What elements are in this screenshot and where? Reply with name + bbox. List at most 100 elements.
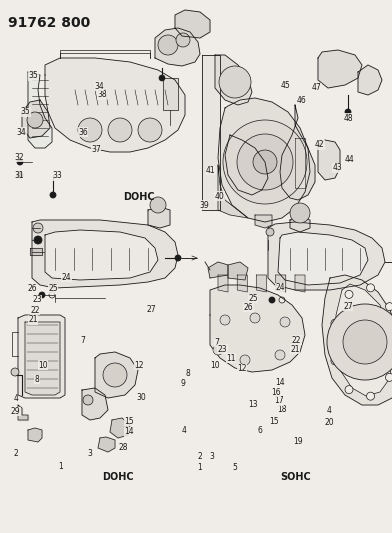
Text: 21: 21: [290, 345, 299, 353]
Text: 3: 3: [88, 449, 93, 457]
Polygon shape: [28, 72, 52, 148]
Text: 11: 11: [227, 354, 236, 362]
Text: 8: 8: [35, 375, 40, 384]
Circle shape: [331, 319, 339, 327]
Circle shape: [27, 112, 43, 128]
Circle shape: [150, 197, 166, 213]
Text: 3: 3: [209, 453, 214, 461]
Circle shape: [223, 120, 307, 204]
Circle shape: [49, 292, 55, 298]
Text: 18: 18: [278, 405, 287, 414]
Text: 32: 32: [14, 153, 24, 161]
Circle shape: [275, 350, 285, 360]
Text: 25: 25: [48, 285, 58, 293]
Text: DOHC: DOHC: [123, 192, 155, 202]
Text: 39: 39: [199, 201, 209, 209]
Text: 22: 22: [292, 336, 301, 344]
Text: 2: 2: [13, 449, 18, 457]
Text: 23: 23: [218, 345, 227, 353]
Text: 14: 14: [125, 427, 134, 436]
Polygon shape: [268, 222, 385, 290]
Text: 41: 41: [206, 166, 216, 175]
Polygon shape: [218, 98, 310, 222]
Text: 19: 19: [293, 437, 303, 446]
Circle shape: [11, 368, 19, 376]
Text: 21: 21: [29, 316, 38, 324]
Polygon shape: [295, 138, 305, 188]
Polygon shape: [215, 55, 252, 105]
Text: 14: 14: [275, 378, 285, 387]
Circle shape: [280, 317, 290, 327]
Polygon shape: [95, 352, 138, 398]
Circle shape: [108, 118, 132, 142]
Polygon shape: [228, 262, 248, 280]
Circle shape: [269, 297, 275, 303]
Text: 15: 15: [125, 417, 134, 425]
Text: 1: 1: [58, 462, 63, 471]
Text: 30: 30: [136, 393, 146, 401]
Circle shape: [343, 320, 387, 364]
Text: 37: 37: [91, 145, 101, 154]
Text: 10: 10: [38, 361, 48, 369]
Text: 17: 17: [274, 397, 284, 405]
Circle shape: [50, 192, 56, 198]
Text: 7: 7: [80, 336, 85, 344]
Text: 13: 13: [248, 400, 258, 408]
Text: 48: 48: [343, 114, 353, 123]
Polygon shape: [225, 135, 268, 195]
Text: 4: 4: [327, 406, 332, 415]
Circle shape: [78, 118, 102, 142]
Polygon shape: [295, 275, 305, 292]
Circle shape: [219, 66, 251, 98]
Text: 29: 29: [11, 407, 20, 416]
Circle shape: [103, 363, 127, 387]
Polygon shape: [30, 248, 42, 255]
Circle shape: [17, 172, 23, 178]
Polygon shape: [335, 284, 392, 396]
Circle shape: [279, 297, 285, 303]
Circle shape: [237, 134, 293, 190]
Circle shape: [345, 386, 353, 394]
Polygon shape: [290, 218, 310, 232]
Text: 25: 25: [248, 294, 258, 303]
Polygon shape: [358, 65, 382, 95]
Circle shape: [138, 118, 162, 142]
Circle shape: [158, 35, 178, 55]
Text: 27: 27: [343, 302, 353, 311]
Polygon shape: [148, 207, 170, 228]
Polygon shape: [255, 215, 272, 228]
Polygon shape: [45, 230, 158, 280]
Polygon shape: [208, 262, 228, 278]
Circle shape: [34, 236, 42, 244]
Polygon shape: [218, 275, 228, 292]
Circle shape: [253, 150, 277, 174]
Text: 8: 8: [186, 369, 191, 377]
Text: 1: 1: [198, 464, 202, 472]
Polygon shape: [175, 10, 210, 38]
Polygon shape: [18, 315, 65, 398]
Polygon shape: [25, 322, 60, 395]
Text: 44: 44: [345, 156, 354, 164]
Text: 7: 7: [214, 338, 219, 346]
Polygon shape: [256, 275, 267, 292]
Polygon shape: [202, 55, 220, 210]
Circle shape: [17, 159, 23, 165]
Circle shape: [331, 357, 339, 365]
Text: 34: 34: [94, 82, 103, 91]
Circle shape: [385, 303, 392, 311]
Text: 26: 26: [244, 303, 253, 311]
Text: 15: 15: [269, 417, 278, 425]
Circle shape: [39, 292, 45, 298]
Polygon shape: [155, 28, 200, 66]
Text: 5: 5: [233, 464, 238, 472]
Text: 4: 4: [182, 426, 187, 435]
Text: 24: 24: [275, 284, 285, 292]
Polygon shape: [280, 105, 315, 200]
Polygon shape: [32, 220, 178, 288]
Polygon shape: [218, 165, 248, 218]
Polygon shape: [28, 428, 42, 442]
Polygon shape: [276, 275, 286, 292]
Polygon shape: [22, 100, 50, 138]
Circle shape: [176, 33, 190, 47]
Text: 46: 46: [296, 96, 306, 104]
